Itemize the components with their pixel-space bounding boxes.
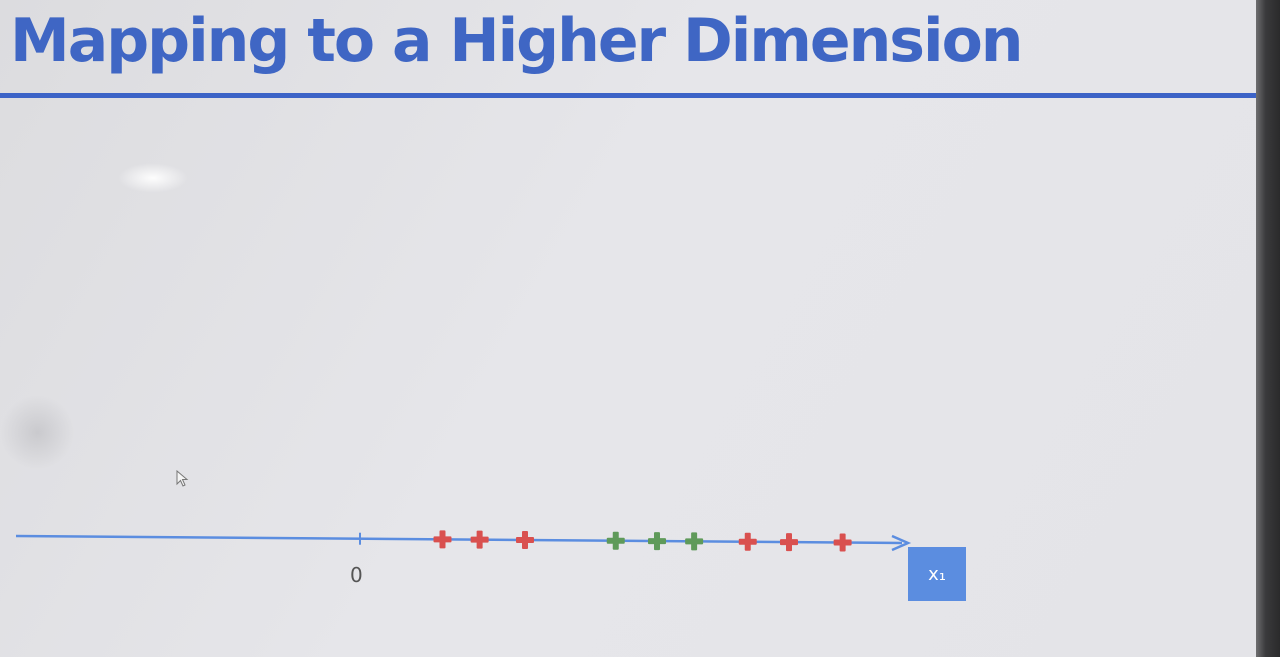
negative-point — [738, 532, 757, 551]
negative-point — [433, 530, 452, 549]
negative-point — [780, 533, 798, 552]
mouse-cursor-icon — [176, 470, 189, 487]
negative-point — [516, 531, 534, 550]
positive-point — [606, 531, 625, 550]
axis-arrowhead — [891, 534, 912, 552]
positive-point — [648, 532, 666, 551]
negative-point — [470, 530, 489, 549]
monitor-bezel — [1256, 0, 1280, 657]
screen-glare — [118, 163, 188, 193]
negative-point — [833, 533, 852, 552]
screen-smudge — [0, 395, 75, 470]
axis-label-text: x₁ — [928, 563, 946, 585]
slide-title: Mapping to a Higher Dimension — [10, 6, 1024, 76]
positive-point — [685, 532, 704, 551]
axis-label-x1: x₁ — [908, 547, 966, 601]
title-underline — [0, 93, 1256, 98]
x1-axis-line — [15, 534, 903, 545]
origin-label: 0 — [350, 563, 363, 587]
